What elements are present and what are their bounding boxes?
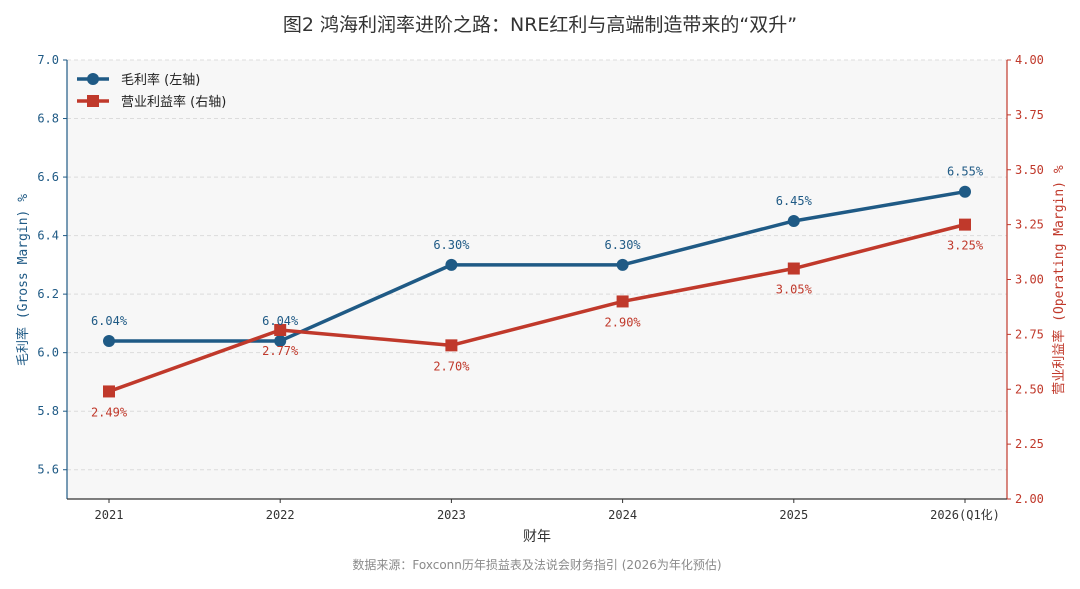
operating-margin-point [274,323,287,336]
left-tick-label: 5.6 [37,463,59,477]
left-tick-label: 6.0 [37,346,59,360]
operating-margin-point [959,218,971,231]
right-tick-label: 2.00 [1015,492,1044,506]
legend-marker-circle [87,73,99,85]
axes: 5.6 5.8 6.0 6.2 6.4 6.6 6.8 7.0 2.00 2.25 2.50 2.75… [37,53,1044,522]
right-tick-label: 3.50 [1015,163,1044,177]
series-layer [103,185,971,398]
right-tick-label: 2.75 [1015,327,1044,341]
x-tick-label: 2025 [779,508,808,522]
operating-margin-label: 2.77% [262,344,299,358]
left-tick-label: 5.8 [37,404,59,418]
operating-margin-label: 2.49% [91,405,128,419]
legend-label: 营业利益率 (右轴) [121,94,226,110]
operating-margin-point [103,385,115,398]
legend: 毛利率 (左轴) 营业利益率 (右轴) [77,72,226,110]
x-tick-label: 2022 [266,508,295,522]
operating-margin-point [616,295,629,308]
x-axis-title: 财年 [523,529,551,545]
gross-margin-label: 6.30% [433,238,470,252]
left-tick-label: 6.8 [37,112,59,126]
legend-marker-square [87,95,99,107]
right-tick-label: 3.75 [1015,108,1044,122]
left-tick-label: 6.2 [37,287,59,301]
gross-margin-label: 6.04% [91,314,128,328]
plot-area [67,60,1007,499]
left-axis-title: 毛利率 (Gross Margin) % [15,194,31,366]
right-tick-label: 3.00 [1015,273,1044,287]
operating-margin-label: 2.90% [605,315,642,329]
chart-title: 图2 鸿海利润率进阶之路：NRE红利与高端制造带来的“双升” [283,14,797,36]
gross-margin-point [616,258,629,271]
source-note: 数据来源：Foxconn历年损益表及法说会财务指引 (2026为年化预估) [352,557,721,572]
gross-margin-point [959,185,971,198]
gross-margin-point [103,334,115,347]
x-tick-label: 2023 [437,508,466,522]
x-tick-label: 2026(Q1化) [930,508,1000,522]
right-tick-label: 2.25 [1015,437,1044,451]
legend-label: 毛利率 (左轴) [121,72,200,88]
gross-margin-point [445,258,458,271]
grid [67,59,1007,471]
x-tick-label: 2021 [95,508,124,522]
right-tick-label: 2.50 [1015,382,1044,396]
gross-margin-point [274,334,287,347]
left-tick-label: 6.4 [37,229,59,243]
gross-margin-label: 6.55% [947,165,984,179]
operating-margin-label: 3.25% [947,239,984,253]
gross-margin-label: 6.04% [262,314,299,328]
operating-margin-point [787,262,800,275]
gross-margin-label: 6.45% [776,194,813,208]
right-axis-title: 营业利益率 (Operating Margin) % [1051,165,1067,395]
data-labels: 6.04% 6.04% 6.30% 6.30% 6.45% 6.55% 2.49% 2.77%… [91,165,984,420]
left-tick-label: 6.6 [37,170,59,184]
x-tick-label: 2024 [608,508,637,522]
gross-margin-point [787,214,800,227]
operating-margin-label: 3.05% [776,283,813,297]
left-tick-label: 7.0 [37,53,59,67]
operating-margin-point [445,339,458,352]
gross-margin-label: 6.30% [605,238,642,252]
operating-margin-label: 2.70% [433,359,470,373]
right-tick-label: 3.25 [1015,218,1044,232]
series-line-operating-margin [108,222,966,394]
right-tick-label: 4.00 [1015,53,1044,67]
